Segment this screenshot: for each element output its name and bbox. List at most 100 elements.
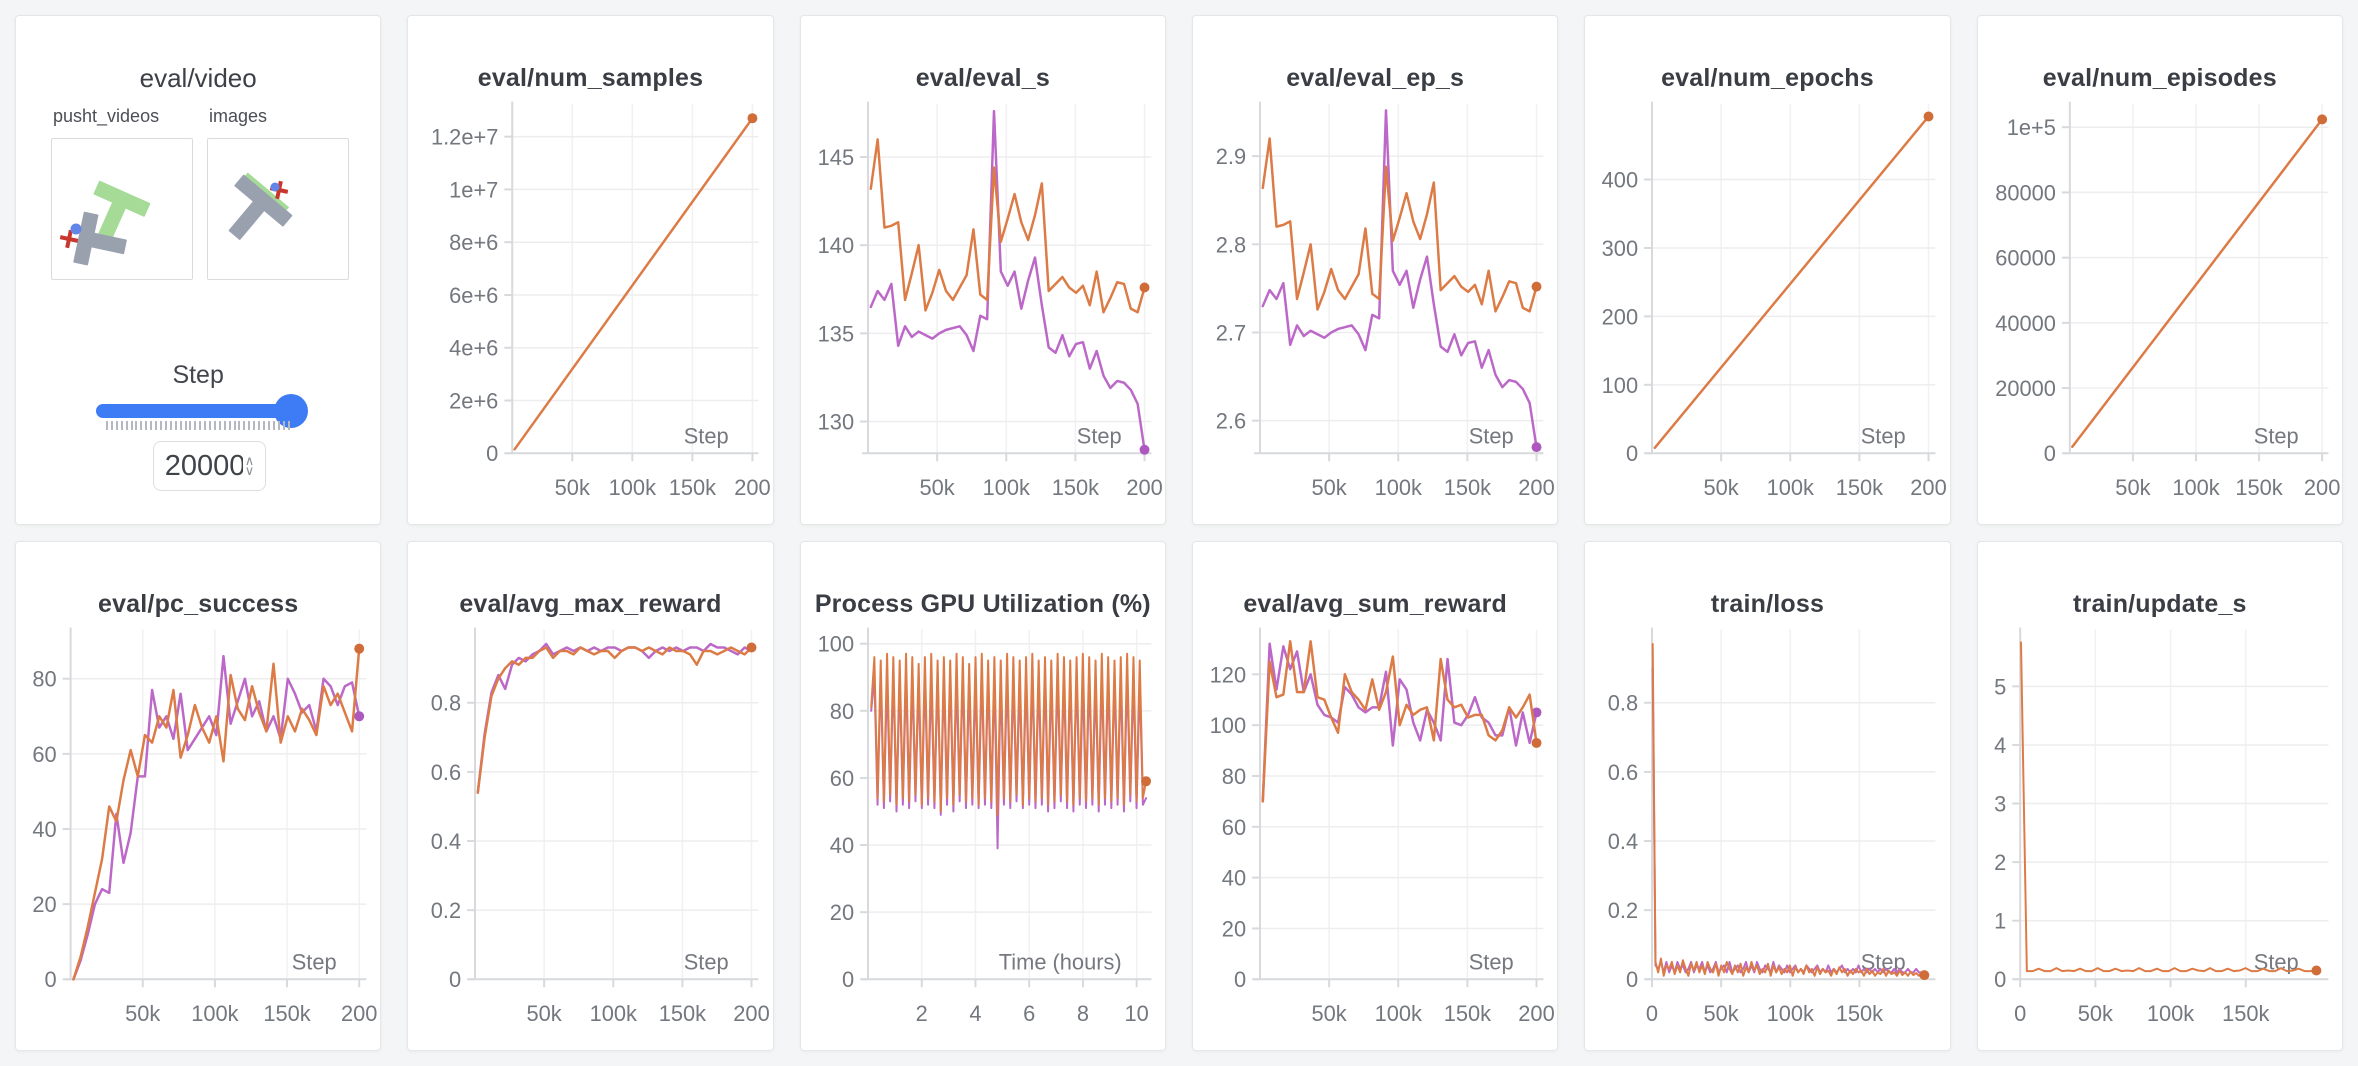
svg-text:100k: 100k bbox=[1375, 475, 1422, 500]
step-stepper[interactable]: ∧ ∨ bbox=[244, 453, 255, 478]
panel-train-loss[interactable]: 0 50k 100k 150k 0 0.2 0.4 0.6 0.8 Step train/loss bbox=[1584, 541, 1951, 1051]
svg-text:150k: 150k bbox=[2235, 475, 2282, 500]
svg-text:0: 0 bbox=[2014, 1001, 2026, 1026]
svg-text:80: 80 bbox=[32, 667, 56, 692]
svg-text:6: 6 bbox=[1023, 1001, 1035, 1026]
svg-text:200: 200 bbox=[341, 1001, 377, 1026]
panel-eval-num-episodes[interactable]: 50k 100k 150k 200 0 20000 40000 60000 80000 1e+5 S… bbox=[1976, 15, 2343, 525]
svg-text:0: 0 bbox=[1646, 1001, 1658, 1026]
svg-text:2.7: 2.7 bbox=[1216, 320, 1246, 345]
blue-agent-dot bbox=[70, 223, 82, 235]
svg-text:200: 200 bbox=[1602, 304, 1638, 329]
svg-text:Step: Step bbox=[684, 949, 729, 974]
chart-eval-num-epochs[interactable]: 50k 100k 150k 200 0 100 200 300 400 Step bbox=[1585, 16, 1949, 524]
svg-text:100: 100 bbox=[817, 632, 853, 657]
panel-eval-num-samples[interactable]: 50k 100k 150k 200 0 2e+6 4e+6 6e+6 8e+6 1e+7 1.2e+… bbox=[407, 15, 774, 525]
chart-eval-avg-sum-reward[interactable]: 50k 100k 150k 200 0 20 40 60 80 100 120 Step bbox=[1193, 542, 1557, 1050]
chart-title: eval/eval_ep_s bbox=[1286, 64, 1465, 92]
svg-text:0: 0 bbox=[1234, 967, 1246, 992]
svg-text:150k: 150k bbox=[1836, 475, 1883, 500]
chart-eval-eval-ep-s[interactable]: 50k 100k 150k 200 2.6 2.7 2.8 2.9 Step bbox=[1193, 16, 1557, 524]
panel-eval-eval-s[interactable]: 50k 100k 150k 200 130 135 140 145 Step eval/eval… bbox=[799, 15, 1166, 525]
panel-eval-video[interactable]: eval/video pusht_videos images bbox=[15, 15, 382, 525]
step-slider-track[interactable] bbox=[96, 404, 304, 418]
svg-text:150k: 150k bbox=[2222, 1001, 2269, 1026]
svg-text:0.2: 0.2 bbox=[1608, 898, 1638, 923]
svg-text:2.9: 2.9 bbox=[1216, 144, 1246, 169]
panel-gpu-utilization[interactable]: 2 4 6 8 10 0 20 40 60 80 100 Time (hours) Process G… bbox=[799, 541, 1166, 1051]
green-t-shape bbox=[93, 180, 151, 243]
thumb-label-pusht-videos: pusht_videos bbox=[53, 106, 160, 126]
svg-text:0: 0 bbox=[45, 967, 57, 992]
chart-title: eval/num_samples bbox=[477, 64, 704, 92]
images-scene-image bbox=[228, 172, 293, 240]
svg-text:100k: 100k bbox=[609, 475, 656, 500]
svg-text:200: 200 bbox=[1126, 475, 1162, 500]
svg-text:60000: 60000 bbox=[1995, 246, 2056, 271]
svg-text:0.2: 0.2 bbox=[431, 898, 461, 923]
svg-text:Step: Step bbox=[1469, 949, 1514, 974]
svg-text:8: 8 bbox=[1077, 1001, 1089, 1026]
chart-eval-avg-max-reward[interactable]: 50k 100k 150k 200 0 0.2 0.4 0.6 0.8 Step bbox=[408, 542, 772, 1050]
svg-text:100k: 100k bbox=[982, 475, 1029, 500]
svg-text:40000: 40000 bbox=[1995, 311, 2056, 336]
svg-text:100k: 100k bbox=[191, 1001, 238, 1026]
svg-text:40: 40 bbox=[829, 833, 853, 858]
svg-text:50k: 50k bbox=[527, 1001, 562, 1026]
svg-text:60: 60 bbox=[1222, 815, 1246, 840]
svg-text:20: 20 bbox=[32, 892, 56, 917]
green-sliver bbox=[244, 172, 290, 212]
images-thumbnail[interactable] bbox=[207, 138, 349, 280]
svg-text:200: 200 bbox=[1518, 1001, 1554, 1026]
chart-title: eval/eval_s bbox=[915, 64, 1050, 92]
svg-text:Step: Step bbox=[1076, 423, 1121, 448]
chart-eval-num-episodes[interactable]: 50k 100k 150k 200 0 20000 40000 60000 80000 1e+5 S… bbox=[1978, 16, 2342, 524]
svg-text:300: 300 bbox=[1602, 236, 1638, 261]
svg-text:Step: Step bbox=[684, 423, 729, 448]
chart-eval-num-samples[interactable]: 50k 100k 150k 200 0 2e+6 4e+6 6e+6 8e+6 1e+7 1.2e+… bbox=[408, 16, 772, 524]
panel-eval-num-epochs[interactable]: 50k 100k 150k 200 0 100 200 300 400 Step eval/num… bbox=[1584, 15, 1951, 525]
chart-eval-eval-s[interactable]: 50k 100k 150k 200 130 135 140 145 Step bbox=[801, 16, 1165, 524]
svg-text:150k: 150k bbox=[1444, 1001, 1491, 1026]
chart-title: train/update_s bbox=[2072, 590, 2247, 618]
panel-eval-pc-success[interactable]: 50k 100k 150k 200 0 20 40 60 80 Step eval/pc_succ… bbox=[15, 541, 382, 1051]
svg-text:2.6: 2.6 bbox=[1216, 409, 1246, 434]
svg-text:80: 80 bbox=[1222, 764, 1246, 789]
stepper-down-icon[interactable]: ∨ bbox=[244, 463, 255, 478]
svg-text:4: 4 bbox=[1994, 733, 2006, 758]
stepper-up-icon[interactable]: ∧ bbox=[244, 453, 255, 468]
svg-text:50k: 50k bbox=[125, 1001, 160, 1026]
step-value-input[interactable] bbox=[164, 449, 243, 483]
svg-text:4: 4 bbox=[969, 1001, 981, 1026]
svg-text:400: 400 bbox=[1602, 167, 1638, 192]
panel-eval-avg-max-reward[interactable]: 50k 100k 150k 200 0 0.2 0.4 0.6 0.8 Step eval/avg… bbox=[407, 541, 774, 1051]
svg-text:100k: 100k bbox=[1375, 1001, 1422, 1026]
svg-text:50k: 50k bbox=[2077, 1001, 2112, 1026]
step-slider-ruler bbox=[106, 421, 290, 430]
svg-text:50k: 50k bbox=[1704, 1001, 1739, 1026]
chart-eval-pc-success[interactable]: 50k 100k 150k 200 0 20 40 60 80 Step bbox=[16, 542, 380, 1050]
panel-train-update-s[interactable]: 0 50k 100k 150k 0 1 2 3 4 5 Step train/update_s bbox=[1976, 541, 2343, 1051]
svg-text:1e+5: 1e+5 bbox=[2006, 115, 2055, 140]
svg-text:200: 200 bbox=[2304, 475, 2340, 500]
panel-eval-avg-sum-reward[interactable]: 50k 100k 150k 200 0 20 40 60 80 100 120 Step eval/a… bbox=[1192, 541, 1559, 1051]
svg-text:2: 2 bbox=[1994, 850, 2006, 875]
svg-text:0: 0 bbox=[487, 441, 499, 466]
svg-text:100: 100 bbox=[1602, 373, 1638, 398]
svg-text:20000: 20000 bbox=[1995, 376, 2056, 401]
svg-text:Step: Step bbox=[2253, 423, 2298, 448]
chart-title: eval/avg_max_reward bbox=[459, 590, 722, 618]
svg-text:100k: 100k bbox=[2172, 475, 2219, 500]
svg-text:150k: 150k bbox=[1444, 475, 1491, 500]
thumb-label-images: images bbox=[209, 106, 268, 126]
pusht-video-thumbnail[interactable] bbox=[51, 138, 193, 280]
svg-text:0: 0 bbox=[842, 967, 854, 992]
svg-text:150k: 150k bbox=[1051, 475, 1098, 500]
blue-agent-dot bbox=[270, 182, 280, 192]
panel-eval-eval-ep-s[interactable]: 50k 100k 150k 200 2.6 2.7 2.8 2.9 Step eval/eval… bbox=[1192, 15, 1559, 525]
svg-text:0: 0 bbox=[449, 967, 461, 992]
svg-text:4e+6: 4e+6 bbox=[449, 336, 498, 361]
